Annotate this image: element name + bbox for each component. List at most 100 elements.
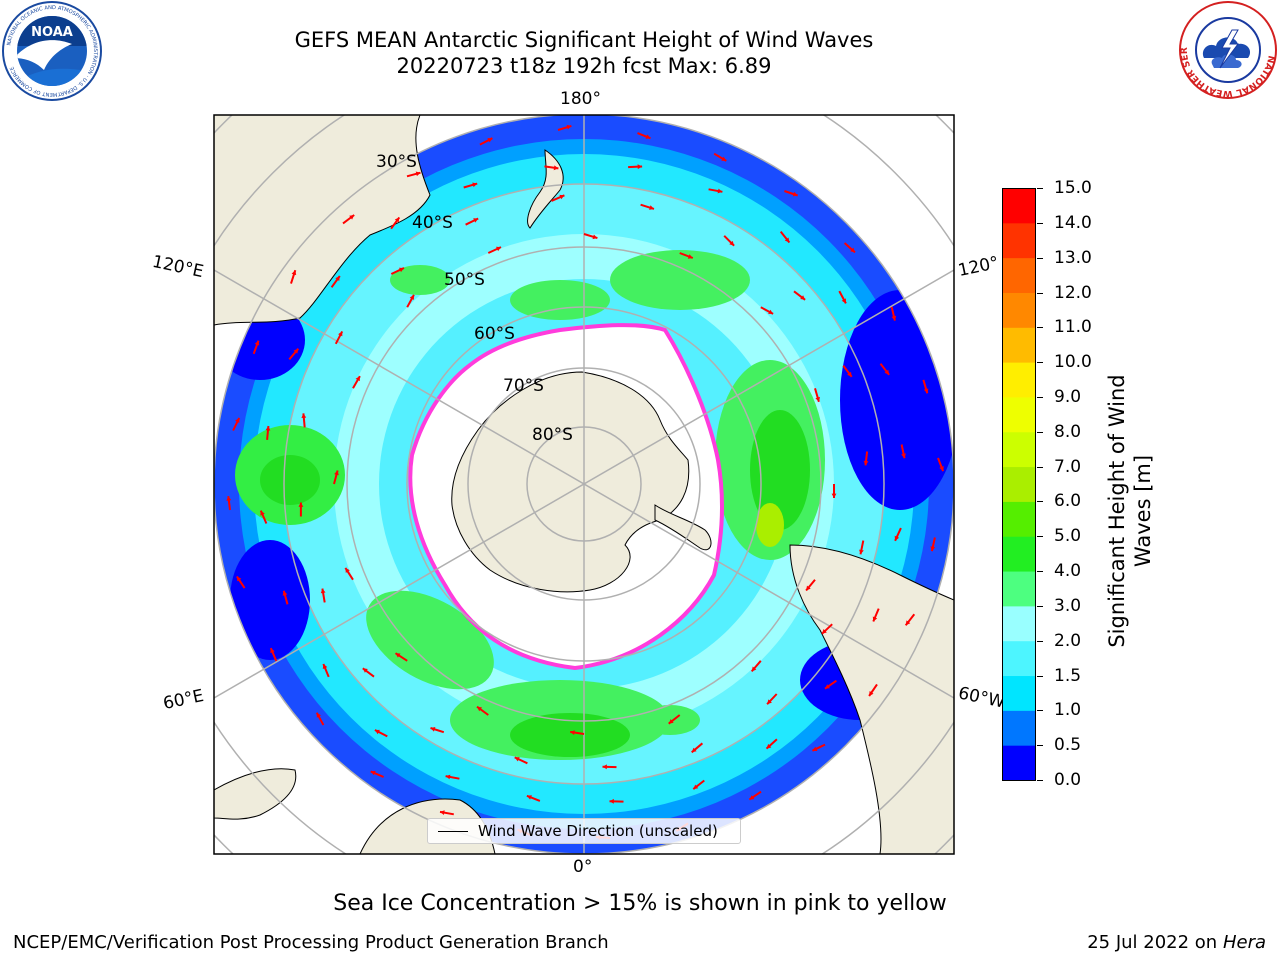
lat-label-70s: 70°S [503,376,544,396]
wind-wave-arrowhead [496,246,501,252]
colorbar-tick-label: 7.0 [1054,456,1082,477]
wind-wave-arrowhead [440,810,445,815]
lon-label-120w: 120° [956,252,1001,282]
colorbar-bin [1002,501,1036,537]
wind-wave-arrowhead [668,719,674,724]
colorbar-tick-label: 8.0 [1054,421,1082,442]
wind-wave-arrowhead [784,237,790,243]
colorbar-tick-label: 13.0 [1054,247,1092,268]
colorbar-label-line1: Significant Height of Wind [1105,374,1129,648]
colorbar-tick-mark [1037,571,1043,573]
wind-wave-arrowhead [825,684,830,689]
footer-host: Hera [1222,932,1266,953]
colorbar-tick-label: 9.0 [1054,386,1082,407]
wind-wave-arrowhead [831,493,837,498]
colorbar-tick-label: 1.5 [1054,665,1082,686]
colorbar-tick-mark [1037,745,1043,747]
wind-wave-arrowhead [637,164,643,170]
wind-wave-arrowhead [800,295,806,300]
wind-wave-arrowhead [473,218,479,223]
colorbar-bin [1002,536,1036,572]
wind-wave-arrowhead [362,668,368,673]
colorbar-tick-mark [1037,640,1043,642]
colorbar-bin [1002,675,1036,711]
wind-wave-arrowhead [859,549,864,555]
colorbar-bin [1002,431,1036,468]
wind-wave-arrowhead [293,348,299,354]
colorbar-tick-mark [1037,605,1043,607]
colorbar-bin [1002,327,1036,363]
wind-wave-arrowhead [260,510,265,516]
colorbar-tick-mark [1037,710,1043,712]
polar-map [213,114,955,855]
colorbar-tick-label: 3.0 [1054,595,1082,616]
colorbar-tick-mark [1037,396,1043,398]
antarctica-landmass [451,371,690,593]
colorbar-tick-mark [1037,327,1043,329]
wind-wave-arrowhead [841,298,846,304]
colorbar-tick-label: 2.0 [1054,630,1082,651]
wind-wave-arrowhead [526,795,532,800]
wind-wave-arrowhead [514,757,520,762]
colorbar-tick-mark [1037,362,1043,364]
wind-wave-arrowhead [395,653,401,658]
wind-wave-arrowhead [477,706,482,712]
australia-landmass [214,115,431,326]
lon-label-0: 0° [573,857,593,877]
colorbar-bin [1002,396,1036,433]
colorbar-label: Significant Height of Wind Waves [m] [1104,331,1156,691]
nws-logo: NATIONAL WEATHER SERVICE [1173,0,1280,104]
wind-wave-arrowhead [226,496,232,501]
wind-wave-arrowhead [850,247,855,253]
lat-label-60s: 60°S [474,324,515,344]
lat-label-50s: 50°S [444,270,485,290]
wind-wave-arrowhead [847,371,852,377]
map-title: GEFS MEAN Antarctic Significant Height o… [294,28,874,52]
wind-wave-arrowhead [322,664,328,669]
wind-wave-arrowhead [863,460,869,466]
wind-wave-arrowhead [316,712,321,718]
wind-wave-arrowhead [884,369,890,375]
wind-wave-arrowhead [649,205,654,210]
wind-wave-arrowhead [487,138,493,143]
wind-wave-arrowhead [749,795,755,800]
wind-wave-arrowhead [291,270,297,276]
wind-wave-arrowhead [399,267,404,273]
colorbar-bin [1002,571,1036,607]
colorbar-tick-mark [1037,292,1043,294]
wind-wave-arrowhead [717,188,723,194]
footer-left: NCEP/EMC/Verification Post Processing Pr… [13,932,609,953]
wind-wave-arrowhead [806,585,811,591]
wind-wave-arrowhead [792,191,798,197]
wind-wave-arrowhead [872,616,878,622]
wind-wave-arrowhead [566,124,572,130]
colorbar-tick-label: 12.0 [1054,282,1092,303]
colorbar-bin [1002,605,1036,642]
colorbar-tick-mark [1037,257,1043,259]
wind-wave-arrowhead [815,396,820,402]
wind-wave-arrowhead [349,215,355,220]
wind-wave-arrowhead [338,331,343,337]
colorbar-tick-label: 0.0 [1054,770,1082,790]
wind-wave-arrowhead [430,727,436,732]
colorbar-tick-label: 10.0 [1054,352,1092,373]
wind-wave-arrowhead [729,240,735,246]
wind-wave-arrowhead [869,691,874,696]
wind-wave-arrowhead [301,413,307,418]
colorbar-tick-mark [1037,536,1043,538]
lon-label-60w: 60°W [956,683,1007,713]
wind-wave-arrowhead [235,417,240,423]
wind-wave-arrowhead [894,535,900,541]
wind-wave-arrowhead [559,194,565,200]
wind-wave-arrowhead [236,576,242,582]
wind-wave-arrowhead [891,315,897,321]
colorbar-bin [1002,745,1036,781]
colorbar-tick-label: 14.0 [1054,212,1092,233]
wind-wave-arrowhead [767,699,772,705]
colorbar-tick-mark [1037,501,1043,503]
lat-label-80s: 80°S [532,425,573,445]
noaa-logo: NOAA NATIONAL OCEANIC AND ATMOSPHERIC AD… [0,0,104,104]
wind-wave-arrowhead [822,629,827,634]
colorbar-tick-mark [1037,431,1043,433]
wind-wave-arrowhead [254,340,260,346]
